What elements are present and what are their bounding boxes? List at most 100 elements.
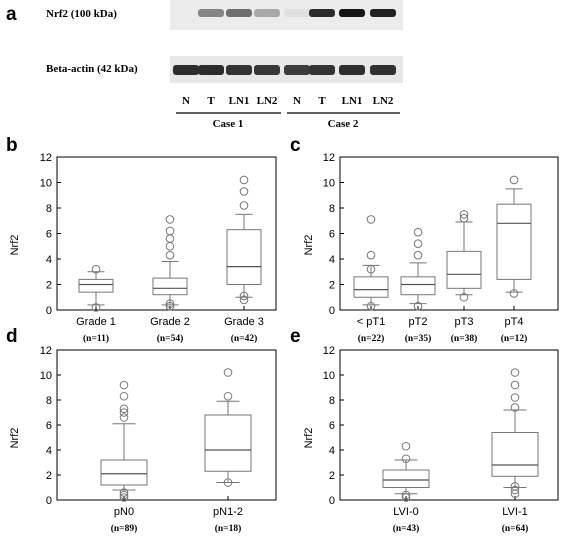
outlier-point [165, 250, 175, 260]
y-tick-label: 4 [46, 445, 52, 457]
blot-band [339, 9, 365, 17]
y-tick-label: 2 [46, 280, 52, 292]
outlier-point [119, 490, 129, 500]
blot-band [339, 65, 365, 75]
outlier-point [509, 175, 519, 185]
box [353, 276, 389, 298]
y-tick-label: 0 [46, 305, 52, 317]
blot-band [173, 65, 199, 75]
y-tick-label: 2 [329, 470, 335, 482]
panel-letter-a: a [6, 4, 17, 25]
outlier-point [366, 215, 376, 224]
y-tick-label: 10 [40, 370, 52, 382]
outlier-point [510, 393, 520, 402]
category-label: pT2 [409, 316, 428, 328]
sample-size-label: (n=89) [111, 523, 138, 534]
blot-band [370, 9, 396, 17]
outlier-point [366, 264, 376, 274]
blot-row-label-nrf2: Nrf2 (100 kDa) [46, 8, 117, 20]
y-tick-label: 6 [329, 229, 335, 241]
blot-band [284, 65, 310, 75]
outlier-point [165, 301, 175, 311]
y-tick-label: 8 [46, 395, 52, 407]
outlier-point [459, 292, 469, 302]
outlier-point [509, 289, 519, 298]
blot-band [370, 65, 396, 75]
plot-frame [339, 349, 559, 501]
blot-row-label-beta-actin: Beta-actin (42 kDa) [46, 63, 138, 75]
boxplot-panel-d: d Nrf2 0 2 4 6 8 10 12 pN0 (n=89) pN1-2 (n=18) [6, 326, 277, 534]
blot-band [254, 65, 280, 75]
box [491, 432, 539, 477]
y-tick-label: 4 [329, 445, 335, 457]
category-label: pT4 [505, 316, 524, 328]
sample-size-label: (n=64) [502, 523, 529, 534]
y-tick-label: 12 [40, 152, 52, 164]
lane-label-4: LN2 [257, 95, 278, 107]
boxplot-panel-c: c Nrf2 0 2 4 6 8 10 12 < pT1 (n=22) pT2 (n=35) pT3 (… [290, 135, 559, 344]
y-axis-label-c: Nrf2 [303, 235, 315, 256]
outlier-point [223, 391, 233, 401]
outlier-point [401, 454, 411, 464]
box [100, 459, 148, 486]
outlier-point [165, 226, 175, 236]
box [152, 277, 188, 296]
case-label-2: Case 2 [328, 118, 359, 130]
y-tick-label: 10 [323, 370, 335, 382]
y-tick-label: 0 [329, 305, 335, 317]
y-tick-label: 2 [46, 470, 52, 482]
y-tick-label: 10 [323, 178, 335, 190]
outlier-point [223, 478, 233, 487]
outlier-point [119, 413, 129, 422]
outlier-point [91, 264, 101, 274]
lane-label-2: T [207, 95, 215, 107]
box [446, 250, 482, 289]
blot-band [309, 65, 335, 75]
outlier-point [510, 368, 520, 377]
box [382, 469, 430, 488]
y-tick-label: 8 [329, 203, 335, 215]
outlier-point [119, 380, 129, 390]
outlier-point [401, 441, 411, 451]
sample-size-label: (n=12) [501, 333, 528, 344]
outlier-point [119, 493, 129, 502]
outlier-point [239, 295, 249, 305]
outlier-point [366, 250, 376, 260]
y-tick-label: 6 [329, 420, 335, 432]
lane-label-3: LN1 [229, 95, 250, 107]
sample-size-label: (n=18) [215, 523, 242, 534]
outlier-point [119, 408, 129, 417]
y-tick-label: 4 [46, 254, 52, 266]
panel-letter-c: c [290, 135, 301, 156]
sample-size-label: (n=11) [83, 333, 109, 344]
category-label: Grade 3 [224, 316, 264, 328]
box [78, 278, 114, 293]
sample-size-label: (n=38) [451, 333, 478, 344]
blot-band [309, 9, 335, 17]
outlier-point [366, 301, 376, 311]
category-label: pN1-2 [213, 506, 243, 518]
panel-letter-e: e [290, 326, 301, 347]
outlier-point [239, 175, 249, 185]
category-label: Grade 2 [150, 316, 190, 328]
y-tick-label: 8 [46, 203, 52, 215]
outlier-point [239, 187, 249, 196]
box [496, 203, 532, 280]
y-tick-label: 12 [323, 152, 335, 164]
outlier-point [459, 213, 469, 223]
blot-band [254, 9, 280, 17]
outlier-point [119, 391, 129, 401]
outlier-point [510, 380, 520, 390]
sample-size-label: (n=42) [231, 333, 258, 344]
outlier-point [239, 201, 249, 210]
category-label: Grade 1 [76, 316, 116, 328]
outlier-point [459, 210, 469, 219]
lane-label-1: N [182, 95, 190, 107]
panel-letter-b: b [6, 135, 18, 156]
outlier-point [119, 404, 129, 414]
box [226, 229, 262, 286]
outlier-point [413, 227, 423, 237]
y-tick-label: 12 [40, 345, 52, 357]
blot-band [226, 65, 252, 75]
